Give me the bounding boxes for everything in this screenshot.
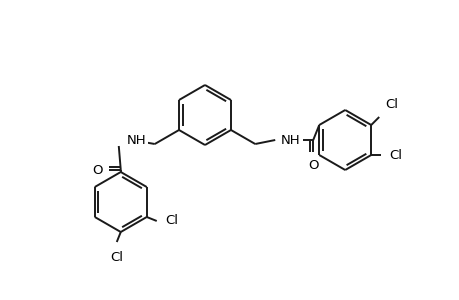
Text: NH: NH	[280, 134, 300, 146]
Text: Cl: Cl	[110, 251, 123, 264]
Text: O: O	[308, 159, 318, 172]
Text: Cl: Cl	[384, 98, 397, 111]
Text: Cl: Cl	[164, 214, 177, 227]
Text: NH: NH	[127, 134, 146, 146]
Text: Cl: Cl	[388, 148, 401, 161]
Text: O: O	[92, 164, 102, 176]
